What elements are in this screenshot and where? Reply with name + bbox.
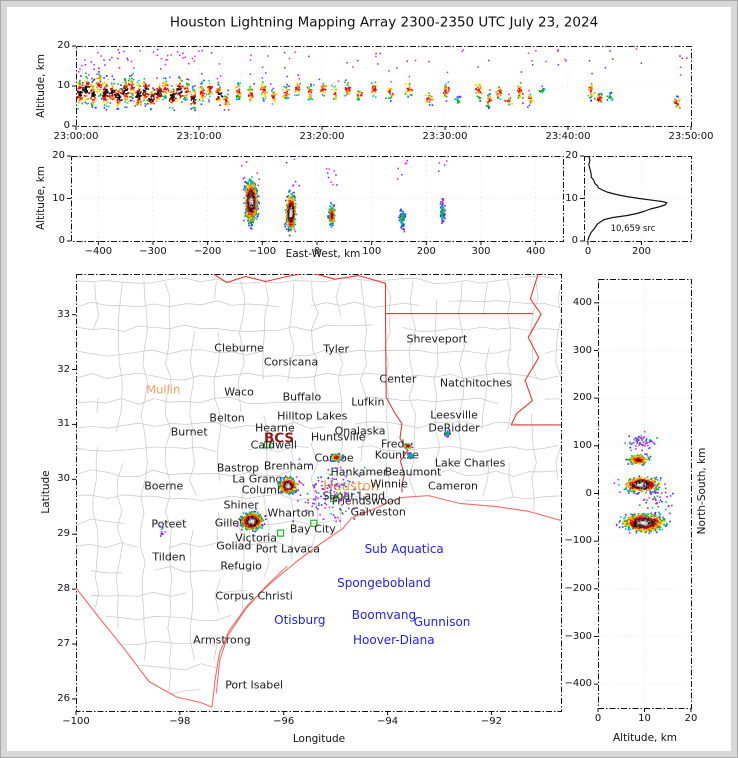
- lma-figure: Houston Lightning Mapping Array 2300-235…: [0, 0, 738, 758]
- lightning-points-canvas: [1, 1, 737, 757]
